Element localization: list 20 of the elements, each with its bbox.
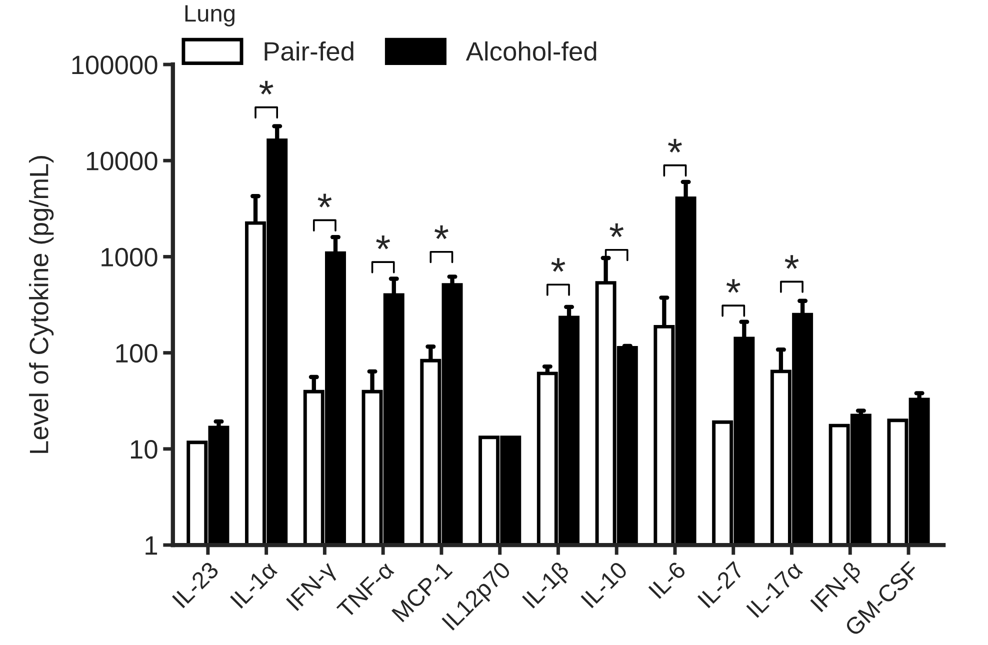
annotation: * — [318, 194, 332, 208]
y-tick-label: 100000 — [72, 56, 158, 74]
annotation: * — [726, 279, 740, 293]
legend-label: Alcohol-fed — [466, 41, 596, 61]
y-axis-title: Level of Cytokine (pg/mL) — [29, 156, 54, 453]
legend-label: Pair-fed — [264, 41, 354, 61]
y-tick-label: 10 — [130, 440, 158, 459]
y-tick-label: 1000 — [102, 248, 158, 267]
annotation: * — [610, 223, 624, 238]
annotation: * — [784, 255, 799, 269]
legend-title: Lung — [185, 5, 234, 26]
annotation: * — [434, 225, 448, 240]
x-tick-label: IL-6 — [648, 560, 687, 600]
annotation: * — [376, 236, 390, 250]
y-tick-label: 1 — [146, 536, 158, 555]
annotation: * — [551, 258, 566, 272]
annotation: * — [259, 80, 274, 94]
annotation: * — [668, 138, 682, 152]
y-tick-label: 10000 — [86, 152, 158, 170]
y-tick-label: 100 — [116, 344, 158, 363]
